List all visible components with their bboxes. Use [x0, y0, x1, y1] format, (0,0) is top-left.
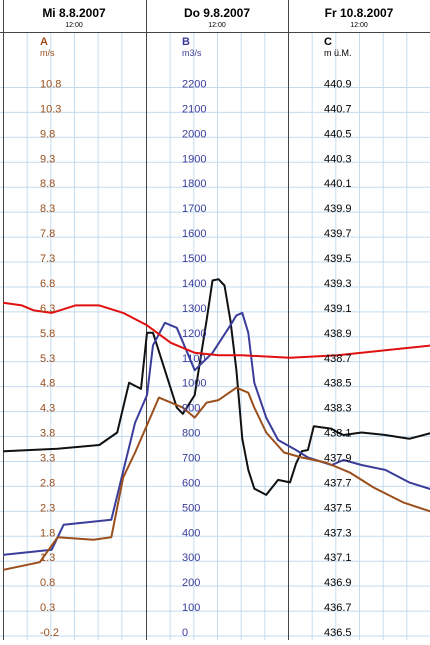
tick-label-A: 1.3 — [40, 552, 55, 564]
tick-label-A: 7.8 — [40, 228, 55, 240]
tick-label-C: 439.7 — [324, 228, 352, 240]
tick-label-C: 440.1 — [324, 178, 352, 190]
tick-label-B: 500 — [182, 502, 200, 514]
tick-label-A: 7.3 — [40, 253, 55, 265]
tick-label-C: 437.7 — [324, 477, 352, 489]
noon-label: 12:00 — [350, 22, 368, 29]
axis-unit-B: m3/s — [182, 48, 202, 58]
tick-label-B: 1800 — [182, 178, 206, 190]
day-label: Mi 8.8.2007 — [42, 6, 106, 20]
tick-label-C: 440.7 — [324, 103, 352, 115]
tick-label-C: 438.9 — [324, 328, 352, 340]
noon-label: 12:00 — [208, 22, 226, 29]
axis-name-C: C — [324, 36, 332, 48]
day-header: Mi 8.8.2007 12:00 Do 9.8.2007 12:00 Fr 10.8.… — [42, 6, 393, 29]
tick-label-C: 438.1 — [324, 428, 352, 440]
tick-label-A: 8.3 — [40, 203, 55, 215]
tick-label-C: 438.7 — [324, 353, 352, 365]
tick-label-C: 437.9 — [324, 452, 352, 464]
tick-label-B: 1300 — [182, 303, 206, 315]
tick-label-C: 438.3 — [324, 403, 352, 415]
tick-label-B: 600 — [182, 477, 200, 489]
tick-label-A: 8.8 — [40, 178, 55, 190]
tick-label-B: 1200 — [182, 328, 206, 340]
tick-label-A: 2.3 — [40, 502, 55, 514]
tick-label-C: 437.1 — [324, 552, 352, 564]
tick-label-A: 2.8 — [40, 477, 55, 489]
tick-label-C: 436.9 — [324, 577, 352, 589]
tick-label-A: 4.8 — [40, 378, 55, 390]
tick-label-A: 4.3 — [40, 403, 55, 415]
tick-label-A: 3.8 — [40, 428, 55, 440]
tick-label-B: 1700 — [182, 203, 206, 215]
tick-label-A: 0.3 — [40, 602, 55, 614]
tick-label-A: 5.8 — [40, 328, 55, 340]
axis-unit-C: m ü.M. — [324, 48, 352, 58]
tick-label-B: 1500 — [182, 253, 206, 265]
series-line — [3, 278, 430, 496]
tick-label-B: 300 — [182, 552, 200, 564]
tick-label-C: 440.5 — [324, 128, 352, 140]
axis-name-B: B — [182, 36, 190, 48]
noon-label: 12:00 — [65, 22, 83, 29]
tick-label-A: 10.8 — [40, 79, 61, 91]
axis-name-A: A — [40, 36, 48, 48]
tick-label-B: 200 — [182, 577, 200, 589]
tick-label-C: 440.9 — [324, 79, 352, 91]
tick-label-C: 436.5 — [324, 627, 352, 639]
series-layer — [3, 278, 430, 571]
tick-label-B: 0 — [182, 627, 188, 639]
tick-label-B: 1600 — [182, 228, 206, 240]
tick-label-B: 1000 — [182, 378, 206, 390]
tick-label-B: 100 — [182, 602, 200, 614]
tick-label-A: 9.3 — [40, 153, 55, 165]
tick-label-A: 0.8 — [40, 577, 55, 589]
day-label: Fr 10.8.2007 — [325, 6, 394, 20]
tick-label-A: 6.8 — [40, 278, 55, 290]
tick-label-A: 9.8 — [40, 128, 55, 140]
tick-label-C: 440.3 — [324, 153, 352, 165]
tick-label-A: 3.3 — [40, 452, 55, 464]
series-line — [3, 311, 430, 556]
day-label: Do 9.8.2007 — [184, 6, 250, 20]
tick-label-B: 800 — [182, 428, 200, 440]
tick-label-A: -0.2 — [40, 627, 59, 639]
series-line — [3, 301, 430, 359]
tick-label-A: 10.3 — [40, 103, 61, 115]
tick-label-B: 900 — [182, 403, 200, 415]
tick-label-B: 2000 — [182, 128, 206, 140]
tick-label-C: 437.3 — [324, 527, 352, 539]
tick-label-B: 1100 — [182, 353, 206, 365]
axes-layer: Am/s 10.8 10.3 9.8 9.3 8.8 8.3 7.8 7.3 6.8 6.3 5.8 5… — [40, 36, 352, 639]
tick-label-B: 400 — [182, 527, 200, 539]
tick-label-C: 439.3 — [324, 278, 352, 290]
tick-label-A: 1.8 — [40, 527, 55, 539]
tick-label-B: 700 — [182, 452, 200, 464]
tick-label-B: 1400 — [182, 278, 206, 290]
tick-label-C: 437.5 — [324, 502, 352, 514]
tick-label-C: 439.9 — [324, 203, 352, 215]
tick-label-C: 436.7 — [324, 602, 352, 614]
tick-label-B: 2100 — [182, 103, 206, 115]
tick-label-C: 439.5 — [324, 253, 352, 265]
series-line — [3, 386, 430, 571]
axis-unit-A: m/s — [40, 48, 55, 58]
tick-label-B: 2200 — [182, 79, 206, 91]
tick-label-B: 1900 — [182, 153, 206, 165]
tick-label-A: 5.3 — [40, 353, 55, 365]
tick-label-A: 6.3 — [40, 303, 55, 315]
tick-label-C: 438.5 — [324, 378, 352, 390]
tick-label-C: 439.1 — [324, 303, 352, 315]
